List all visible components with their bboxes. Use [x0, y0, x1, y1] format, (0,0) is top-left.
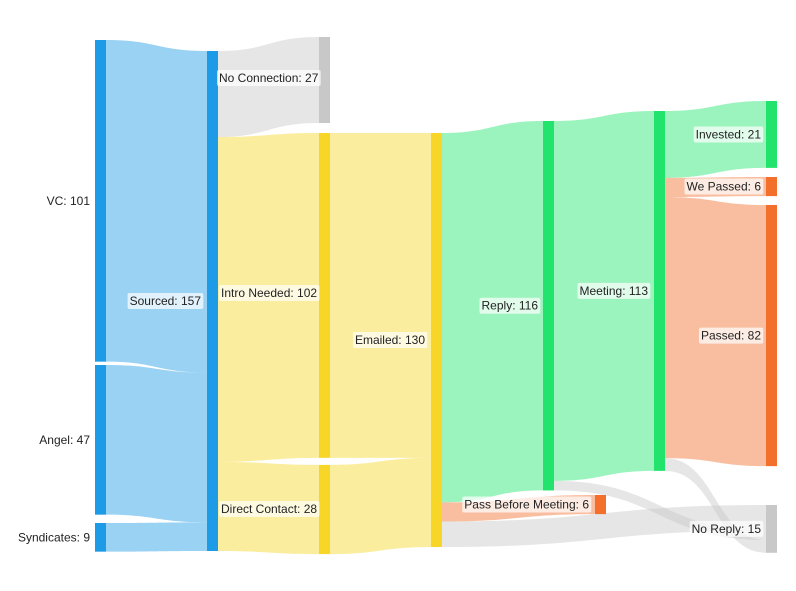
- node-invested[interactable]: [766, 101, 777, 168]
- node-label-meeting: Meeting: 113: [580, 284, 649, 298]
- node-label-bg-meeting: [577, 282, 651, 299]
- node-label-bg-reply: [479, 297, 541, 314]
- link-angel-to-sourced[interactable]: [106, 365, 207, 523]
- node-angel[interactable]: [95, 365, 106, 515]
- node-direct[interactable]: [319, 464, 330, 555]
- node-noreply[interactable]: [766, 505, 777, 553]
- node-label-bg-angel: [37, 431, 93, 448]
- node-label-angel: Angel: 47: [39, 433, 90, 447]
- node-label-invested: Invested: 21: [696, 127, 762, 141]
- nodes-layer: [95, 37, 777, 555]
- node-noconn[interactable]: [319, 37, 330, 123]
- node-label-bg-noconn: [217, 70, 321, 86]
- node-label-reply: Reply: 116: [482, 299, 539, 313]
- node-syndicates[interactable]: [95, 523, 106, 552]
- node-label-noreply: No Reply: 15: [692, 522, 762, 536]
- node-intro[interactable]: [319, 133, 330, 458]
- node-label-vc: VC: 101: [47, 194, 91, 208]
- labels-layer: VC: 101 Angel: 47 Syndicates: 9 Sourced: 15…: [15, 70, 764, 546]
- node-label-bg-invested: [693, 126, 764, 143]
- node-label-bg-wepassed: [684, 178, 764, 195]
- node-label-bg-pbm: [462, 496, 592, 513]
- node-label-bg-intro: [219, 285, 320, 301]
- node-reply[interactable]: [543, 121, 554, 491]
- node-label-bg-emailed: [352, 332, 428, 349]
- node-label-intro: Intro Needed: 102: [221, 286, 317, 300]
- node-sourced[interactable]: [207, 51, 218, 551]
- link-emailed-to-noreply[interactable]: [442, 505, 766, 548]
- node-meeting[interactable]: [654, 111, 665, 471]
- node-label-emailed: Emailed: 130: [355, 333, 425, 347]
- node-label-bg-sourced: [127, 293, 204, 309]
- link-sourced-to-noconn[interactable]: [218, 37, 319, 137]
- node-label-direct: Direct Contact: 28: [221, 502, 317, 516]
- link-intro-to-emailed[interactable]: [330, 133, 431, 458]
- link-direct-to-emailed[interactable]: [330, 457, 431, 555]
- node-passed[interactable]: [766, 205, 777, 467]
- link-vc-to-sourced[interactable]: [106, 40, 207, 373]
- node-vc[interactable]: [95, 40, 106, 362]
- node-label-passed: Passed: 82: [701, 329, 761, 343]
- node-emailed[interactable]: [431, 133, 442, 548]
- node-wepassed[interactable]: [766, 177, 777, 197]
- node-label-bg-vc: [44, 192, 93, 209]
- node-label-sourced: Sourced: 157: [130, 294, 202, 308]
- node-label-pbm: Pass Before Meeting: 6: [464, 498, 589, 512]
- node-label-bg-passed: [698, 327, 764, 344]
- node-label-bg-direct: [219, 501, 320, 517]
- node-label-wepassed: We Passed: 6: [687, 180, 762, 194]
- node-label-noconn: No Connection: 27: [219, 71, 319, 85]
- node-label-bg-syndicates: [15, 529, 93, 546]
- node-pbm[interactable]: [595, 495, 606, 515]
- node-label-bg-noreply: [689, 520, 764, 537]
- node-label-syndicates: Syndicates: 9: [18, 530, 90, 544]
- link-syndicates-to-sourced[interactable]: [106, 522, 207, 552]
- link-meeting-to-noreply[interactable]: [665, 458, 766, 553]
